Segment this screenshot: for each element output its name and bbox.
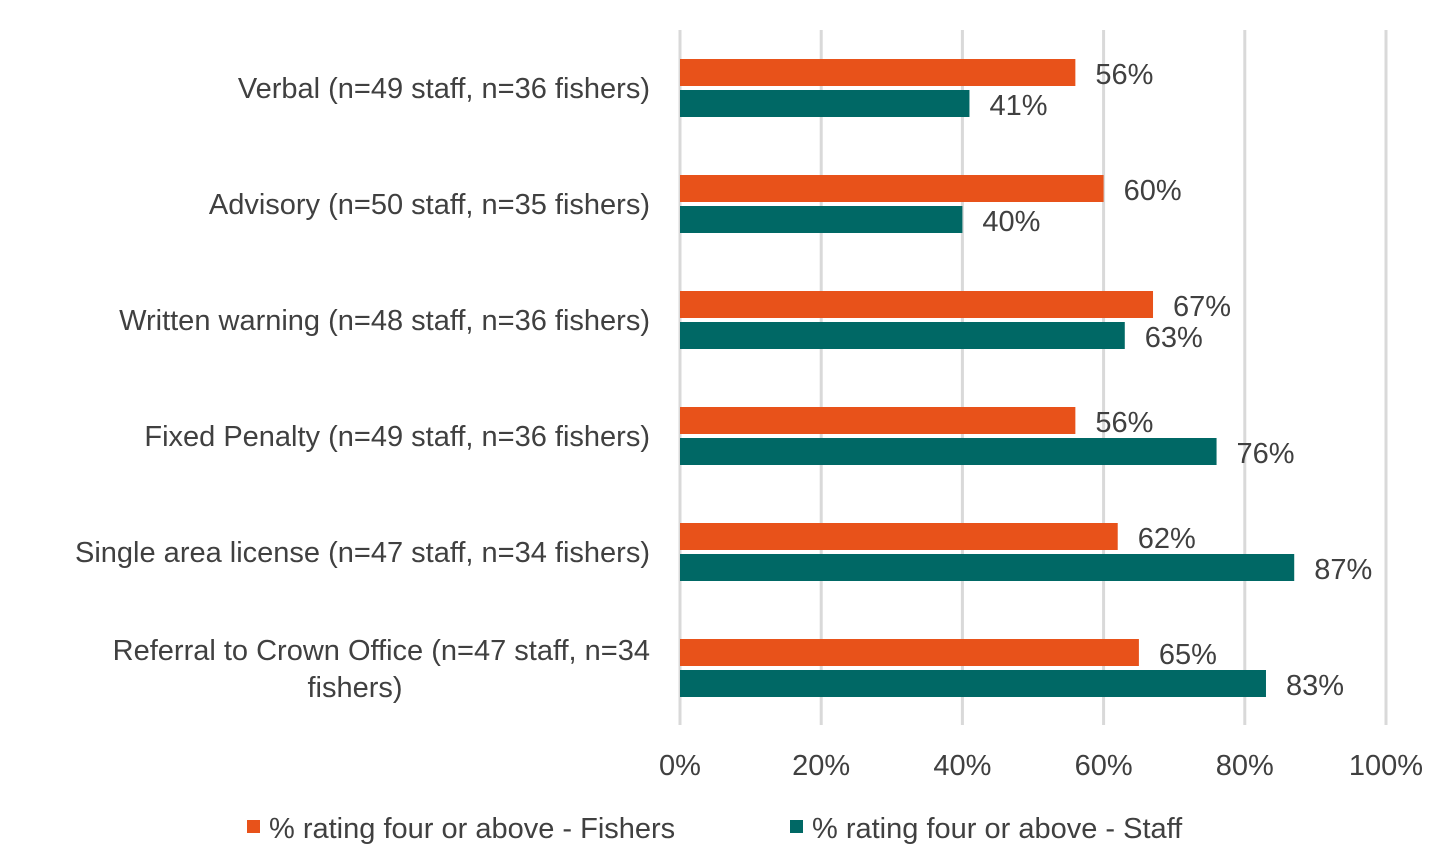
- data-label: 76%: [1237, 438, 1295, 470]
- bar-fishers: [680, 59, 1076, 86]
- bar-fishers: [680, 639, 1139, 666]
- category-label: Written warning (n=48 staff, n=36 fisher…: [119, 305, 650, 337]
- x-tick-label: 20%: [792, 750, 850, 782]
- category-labels: Verbal (n=49 staff, n=36 fishers) Advisor…: [75, 73, 650, 704]
- x-tick-label: 80%: [1216, 750, 1274, 782]
- data-label: 60%: [1124, 175, 1182, 207]
- x-tick-label: 0%: [659, 750, 701, 782]
- data-label: 63%: [1145, 322, 1203, 354]
- bar-staff: [680, 90, 970, 117]
- bar-staff: [680, 206, 963, 233]
- x-tick-label: 100%: [1349, 750, 1423, 782]
- legend-label: % rating four or above - Fishers: [269, 813, 675, 845]
- bar-staff: [680, 554, 1295, 581]
- category-label: Referral to Crown Office (n=47 staff, n=…: [113, 635, 650, 667]
- data-label: 56%: [1095, 59, 1153, 91]
- data-label: 41%: [989, 90, 1047, 122]
- bar-fishers: [680, 523, 1118, 550]
- category-label: Verbal (n=49 staff, n=36 fishers): [238, 73, 650, 105]
- legend: % rating four or above - Fishers % rating…: [247, 813, 1183, 845]
- bar-fishers: [680, 407, 1076, 434]
- category-label: fishers): [307, 672, 402, 704]
- data-label: 40%: [982, 206, 1040, 238]
- x-tick-label: 40%: [933, 750, 991, 782]
- category-label: Single area license (n=47 staff, n=34 fi…: [75, 537, 650, 569]
- bar-fishers: [680, 291, 1154, 318]
- data-label: 62%: [1138, 523, 1196, 555]
- category-label: Fixed Penalty (n=49 staff, n=36 fishers): [144, 421, 650, 453]
- category-label: Advisory (n=50 staff, n=35 fishers): [209, 189, 650, 221]
- bar-fishers: [680, 175, 1104, 202]
- data-label: 65%: [1159, 639, 1217, 671]
- data-label: 67%: [1173, 291, 1231, 323]
- legend-swatch: [247, 820, 260, 833]
- bars: 56% 41% 60% 40% 67%63% 56% 76% 62% 87% 65% 83%: [680, 59, 1372, 702]
- gridlines: [678, 30, 1388, 725]
- data-label: 56%: [1095, 407, 1153, 439]
- data-label: 87%: [1314, 554, 1372, 586]
- bar-staff: [680, 438, 1217, 465]
- x-tick-label: 60%: [1075, 750, 1133, 782]
- data-label: 83%: [1286, 670, 1344, 702]
- x-axis-ticks: 0% 20% 40% 60% 80% 100%: [659, 750, 1423, 782]
- legend-swatch: [790, 820, 803, 833]
- bar-staff: [680, 322, 1125, 349]
- bar-staff: [680, 670, 1266, 697]
- legend-label: % rating four or above - Staff: [812, 813, 1183, 845]
